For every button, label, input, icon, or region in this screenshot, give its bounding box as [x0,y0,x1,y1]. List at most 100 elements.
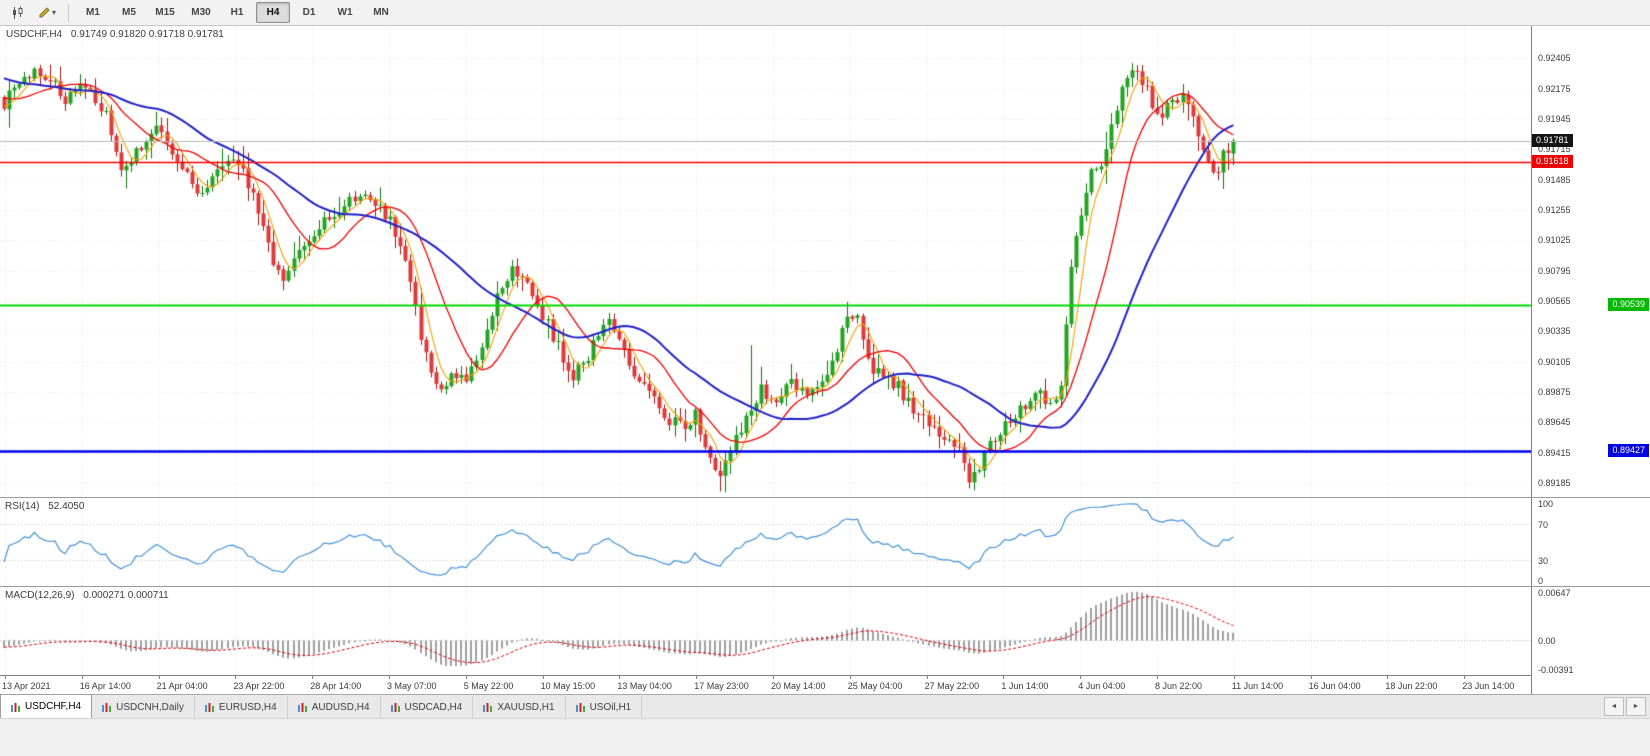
time-axis-tick [389,676,390,679]
tab-scroll-left-button[interactable]: ◄ [1604,697,1624,716]
panel-separator[interactable] [0,497,1650,498]
timeframe-m30[interactable]: M30 [191,7,211,18]
time-axis-tick [1003,676,1005,679]
price-axis-label: 0.89875 [1538,387,1571,398]
tab-label: USDCNH,Daily [116,701,184,713]
time-axis-tick [5,676,6,679]
time-axis-tick [696,676,698,679]
price-chart-canvas[interactable] [0,26,1531,497]
rsi-panel-canvas[interactable] [0,498,1531,586]
tab-scroll-right-button[interactable]: ► [1626,697,1646,716]
timeframe-h1[interactable]: H1 [230,7,244,18]
time-axis-label: 16 Jun 04:00 [1308,681,1361,691]
time-axis-label: 27 May 22:00 [924,681,980,691]
tab-scroll-controls: ◄ ► [1602,695,1650,718]
chart-icon [575,703,585,712]
time-axis-tick [158,676,160,679]
status-strip [0,718,1650,756]
timeframe-h4[interactable]: H4 [256,2,290,23]
time-axis-label: 1 Jun 14:00 [1001,681,1049,691]
macd-axis-label: 0.00 [1538,635,1556,646]
tab-audusd-h4[interactable]: AUDUSD,H4 [288,696,381,718]
tab-label: USDCAD,H4 [404,701,463,713]
rsi-value: 52.4050 [48,501,85,512]
toolbar-separator [68,3,69,22]
time-axis-tick [235,676,237,679]
rsi-axis-label: 100 [1538,499,1554,509]
drawing-tool-icon[interactable]: ▾ [33,2,61,24]
timeframe-m5[interactable]: M5 [122,7,136,18]
rsi-axis-label: 70 [1538,520,1549,531]
panel-separator[interactable] [0,586,1650,587]
red-line-price-badge: 0.91618 [1532,155,1573,169]
price-axis-label: 0.92175 [1538,83,1571,94]
tab-xauusd-h1[interactable]: XAUUSD,H1 [473,696,566,718]
pencil-glyph [39,7,50,18]
tab-usdcnh-daily[interactable]: USDCNH,Daily [92,696,195,718]
rsi-axis-label: 30 [1538,555,1549,566]
timeframe-m1[interactable]: M1 [86,7,100,18]
green-line-price-badge: 0.90539 [1608,297,1649,311]
time-axis-tick [1157,676,1158,679]
time-axis-tick [1080,676,1082,679]
symbol-period-label: USDCHF,H4 [6,29,63,40]
dropdown-arrow-icon[interactable]: ▾ [51,8,56,17]
time-axis-label: 16 Apr 14:00 [79,681,131,691]
time-axis-tick [1464,676,1466,679]
timeframe-mn[interactable]: MN [373,7,389,18]
price-axis-label: 0.91485 [1538,174,1571,185]
time-axis-tick [542,676,544,679]
macd-axis-label: 0.00647 [1538,588,1571,598]
price-axis-label: 0.90795 [1538,265,1571,276]
tab-usoil-h1[interactable]: USOil,H1 [566,696,643,718]
time-axis-label: 3 May 07:00 [387,681,437,691]
chart-icon [483,703,493,712]
time-axis-label: 23 Jun 14:00 [1462,681,1515,691]
time-axis-label: 13 Apr 2021 [2,681,51,691]
timeframe-m15[interactable]: M15 [155,7,175,18]
macd-panel-canvas[interactable] [0,587,1531,675]
time-axis-tick [312,676,314,679]
tab-eurusd-h4[interactable]: EURUSD,H4 [195,696,288,718]
time-axis-label: 25 May 04:00 [847,681,903,691]
price-axis-label: 0.89185 [1538,478,1571,489]
time-axis-tick [81,676,83,679]
chart-tabs: USDCHF,H4 USDCNH,Daily EURUSD,H4 AUDUSD,H4 U… [0,694,643,718]
time-axis-label: 5 May 22:00 [463,681,514,691]
rsi-name: RSI(14) [5,501,40,512]
price-scale-border [1531,26,1532,694]
tab-usdchf-h4[interactable]: USDCHF,H4 [0,694,93,718]
time-axis-tick [849,676,851,679]
price-axis-label: 0.90335 [1538,326,1571,337]
chart-icon [390,703,400,712]
time-axis-label: 8 Jun 22:00 [1155,681,1203,691]
chart-icon [11,702,20,712]
chart-type-icon[interactable] [4,2,32,24]
time-axis-tick [1233,676,1235,679]
chart-area: USDCHF,H4 0.91749 0.91820 0.91718 0.9178… [0,26,1650,694]
time-axis-tick [1310,676,1312,679]
time-axis-label: 18 Jun 22:00 [1385,681,1438,691]
tab-label: XAUUSD,H1 [497,701,555,713]
time-axis-tick [465,676,467,679]
rsi-indicator-label: RSI(14) 52.4050 [5,501,84,512]
toolbar: ▾ M1 M5 M15 M30 H1 H4 D1 W1 MN [0,0,1650,26]
timeframe-d1[interactable]: D1 [302,7,316,18]
time-axis[interactable]: 13 Apr 2021 16 Apr 14:00 21 Apr 04:00 23 Ap… [0,675,1531,694]
timeframe-w1[interactable]: W1 [337,7,353,18]
timeframe-group: M1 M5 M15 M30 H1 H4 D1 W1 MN [75,2,399,23]
tab-usdcad-h4[interactable]: USDCAD,H4 [381,696,474,718]
candlestick-glyph [13,6,23,19]
price-axis-label: 0.91255 [1538,205,1571,216]
price-axis-label: 0.91945 [1538,114,1571,124]
price-scale[interactable]: 0.91781 0.91618 0.90539 0.89427 0.92405 0… [1532,26,1650,694]
macd-axis-label: -0.00391 [1538,665,1574,675]
time-axis-label: 23 Apr 22:00 [233,681,285,691]
rsi-axis-label: 0 [1538,576,1544,586]
time-axis-label: 4 Jun 04:00 [1078,681,1126,691]
macd-name: MACD(12,26,9) [5,590,75,601]
ohlc-values: 0.91749 0.91820 0.91718 0.91781 [70,29,224,40]
macd-values: 0.000271 0.000711 [83,590,169,601]
tab-label: USOil,H1 [589,701,632,713]
time-axis-label: 10 May 15:00 [540,681,596,691]
